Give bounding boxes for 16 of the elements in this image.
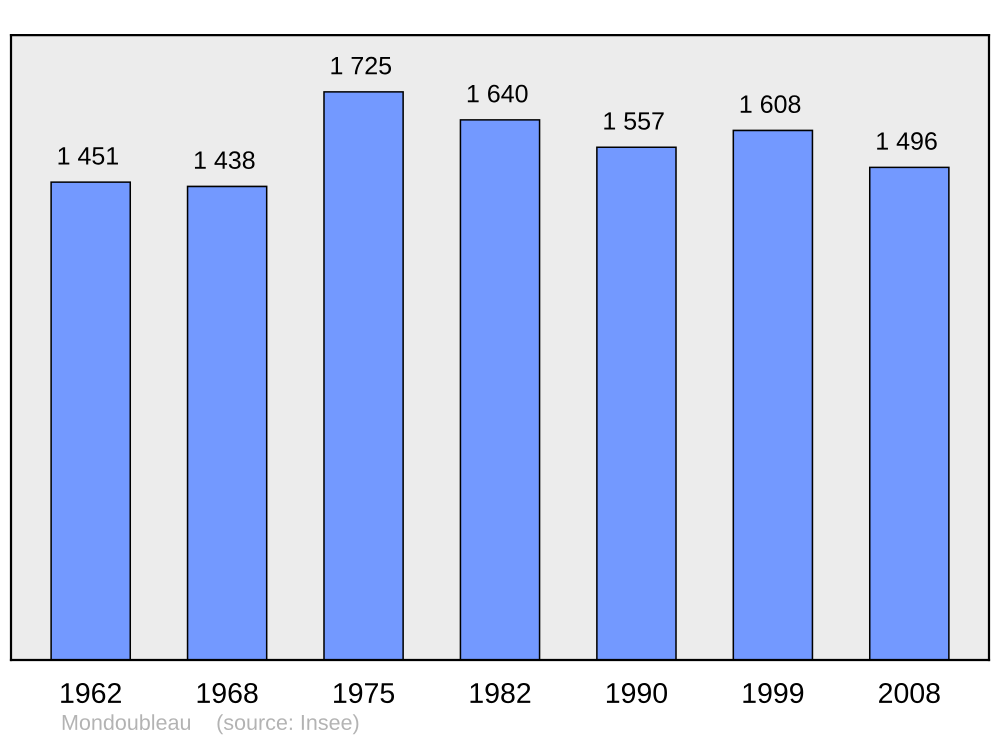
data-label: 1 496 [877, 132, 937, 150]
data-label: 1 451 [58, 147, 118, 165]
x-tick-label: 1962 [61, 682, 121, 704]
x-tick-label: 1982 [470, 682, 530, 704]
x-tick-label: 2008 [879, 682, 940, 704]
x-tick-label: 1999 [743, 682, 804, 704]
data-label: 1 438 [194, 151, 255, 169]
data-label: 1 725 [331, 56, 392, 74]
x-tick-label: 1968 [198, 682, 258, 704]
data-label: 1 640 [468, 84, 528, 102]
text: (source: Insee) [217, 714, 358, 734]
x-tick-label: 1990 [606, 682, 667, 704]
x-tick-label: 1975 [334, 682, 394, 704]
text: Mondoubleau [62, 714, 190, 730]
data-label: 1 557 [604, 112, 664, 130]
data-label: 1 608 [740, 95, 800, 114]
